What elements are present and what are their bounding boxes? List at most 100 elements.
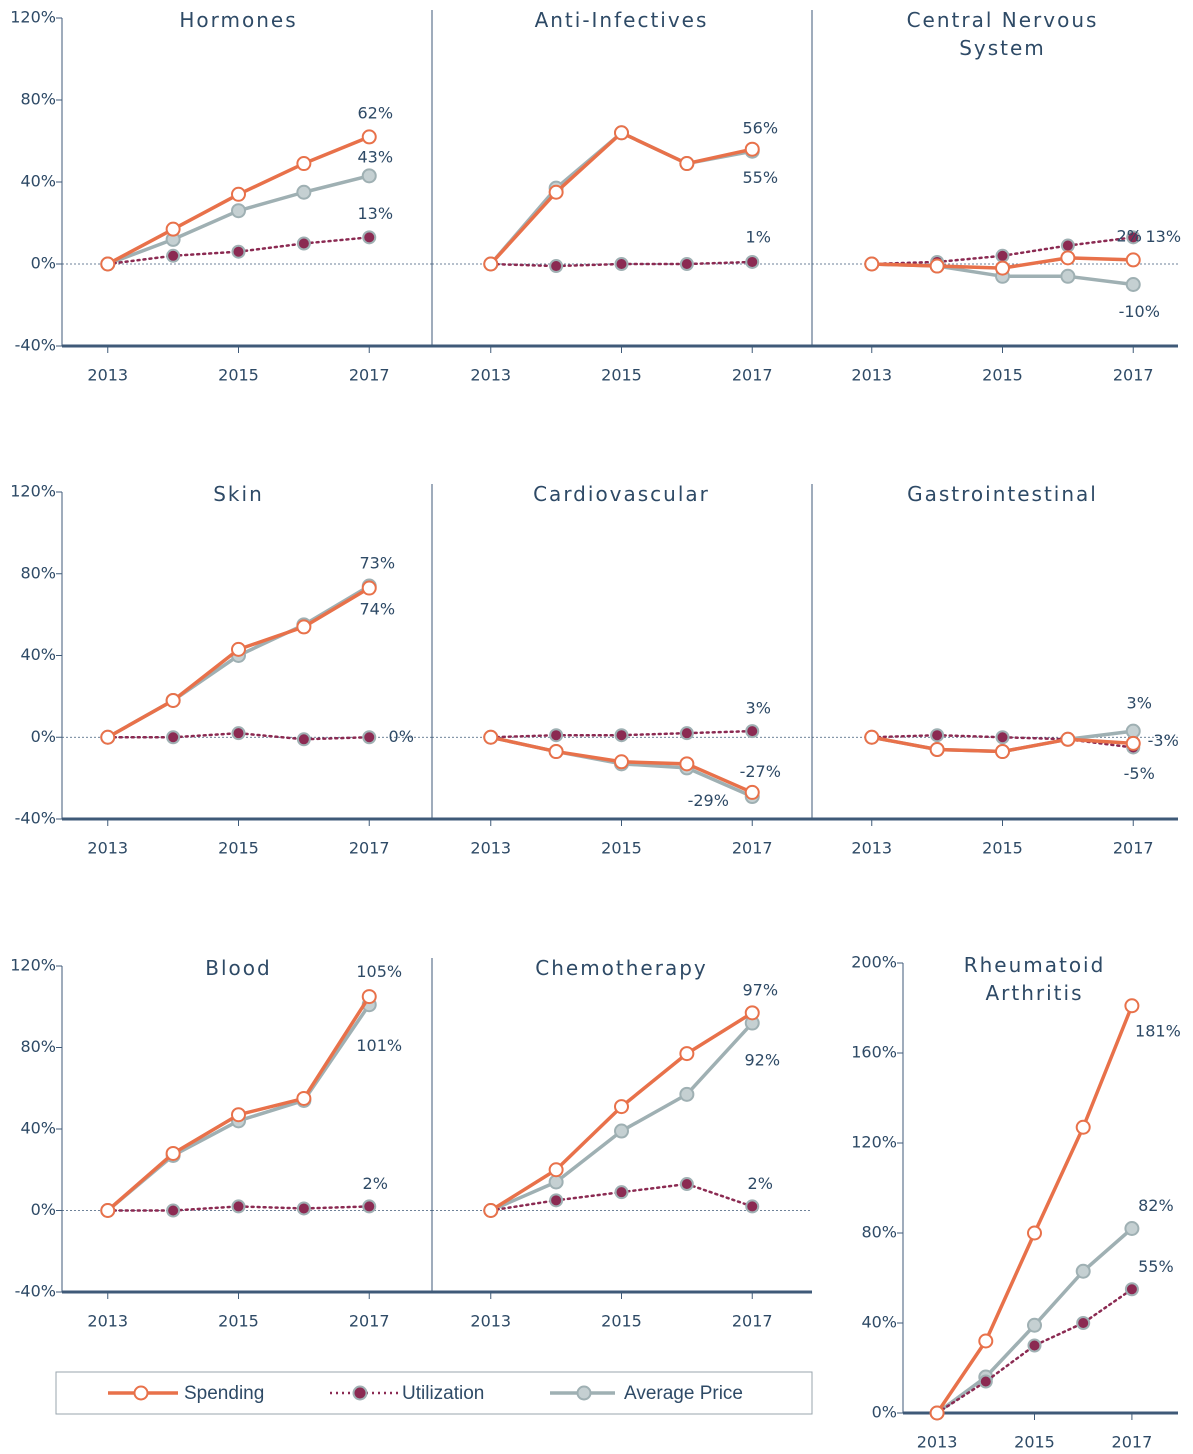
value-label: 56%: [742, 119, 778, 138]
x-tick-label: 2013: [470, 1312, 511, 1331]
series-marker: [1060, 731, 1076, 747]
series-marker: [483, 256, 499, 272]
series-marker: [231, 186, 246, 202]
series-marker: [745, 724, 760, 739]
value-label: 1%: [746, 227, 771, 246]
series-marker: [362, 230, 377, 245]
value-label: 73%: [359, 554, 395, 573]
series-marker: [995, 744, 1010, 760]
value-label: 55%: [742, 168, 778, 187]
panel-title: Central Nervous System: [906, 8, 1099, 60]
x-tick-label: 2013: [917, 1433, 958, 1452]
x-tick-label: 2017: [1113, 839, 1154, 858]
series-marker: [165, 221, 181, 237]
panel-title: Rheumatoid Arthritis: [963, 953, 1106, 1005]
series-marker: [1125, 723, 1141, 739]
series-marker: [1075, 1119, 1091, 1135]
series-marker: [483, 729, 499, 745]
series-marker: [1125, 735, 1141, 751]
series-marker: [864, 729, 880, 745]
panel-title: Skin: [213, 482, 264, 506]
value-label: 105%: [356, 962, 402, 981]
x-tick-label: 2015: [982, 366, 1023, 385]
x-tick-label: 2013: [470, 839, 511, 858]
x-tick-label: 2015: [218, 839, 259, 858]
x-tick-label: 2013: [87, 366, 128, 385]
series-marker: [614, 728, 629, 743]
value-label: -10%: [1119, 302, 1160, 321]
y-tick-label: 40%: [861, 1313, 897, 1332]
value-label: 2%: [363, 1174, 388, 1193]
y-tick-label: 0%: [872, 1403, 897, 1422]
series-marker: [166, 248, 181, 263]
legend-box: [55, 1371, 813, 1415]
series-marker: [296, 156, 312, 172]
series-marker: [614, 125, 629, 141]
panel-title: Gastrointestinal: [907, 482, 1098, 506]
y-tick-label: 200%: [851, 953, 897, 972]
y-tick-label: 40%: [20, 1119, 56, 1138]
y-tick-label: 0%: [31, 254, 56, 273]
series-marker: [231, 203, 246, 219]
value-label: 97%: [742, 980, 778, 999]
series-line: [935, 1288, 1134, 1415]
value-label: 74%: [359, 600, 395, 619]
series-marker: [744, 1005, 760, 1021]
series-marker: [362, 1199, 377, 1214]
y-tick-label: 80%: [20, 1037, 56, 1056]
series-marker: [978, 1333, 994, 1349]
series-marker: [1027, 1338, 1042, 1353]
value-label: 181%: [1135, 1021, 1181, 1040]
x-tick-label: 2017: [349, 366, 390, 385]
x-tick-label: 2013: [470, 366, 511, 385]
y-tick-label: 160%: [851, 1043, 897, 1062]
series-marker: [166, 730, 181, 745]
series-marker: [995, 260, 1010, 276]
series-marker: [296, 184, 312, 200]
series-marker: [483, 1203, 499, 1218]
series-marker: [296, 619, 312, 635]
y-tick-label: 120%: [10, 482, 56, 501]
x-tick-label: 2017: [732, 1312, 773, 1331]
y-tick-label: 0%: [31, 1200, 56, 1219]
y-tick-label: 120%: [851, 1133, 897, 1152]
x-tick-label: 2017: [732, 366, 773, 385]
series-line: [489, 1021, 754, 1213]
series-marker: [614, 257, 629, 271]
y-tick-label: 80%: [20, 90, 56, 109]
panel-title: Blood: [205, 956, 272, 980]
series-marker: [296, 236, 311, 251]
y-tick-label: 80%: [861, 1223, 897, 1242]
x-tick-label: 2017: [1113, 366, 1154, 385]
legend-label: Average Price: [624, 1383, 743, 1404]
y-tick-label: 40%: [20, 645, 56, 664]
series-marker: [100, 729, 116, 745]
x-tick-label: 2017: [1112, 1433, 1153, 1452]
series-marker: [362, 730, 377, 745]
series-marker: [231, 641, 246, 657]
legend-marker: [352, 1385, 368, 1401]
x-tick-label: 2013: [87, 839, 128, 858]
series-marker: [1060, 250, 1076, 266]
y-tick-label: -40%: [15, 809, 56, 828]
series-marker: [1075, 1263, 1091, 1279]
x-tick-label: 2015: [601, 1312, 642, 1331]
x-tick-label: 2015: [218, 366, 259, 385]
x-tick-label: 2017: [349, 839, 390, 858]
x-tick-label: 2013: [851, 839, 892, 858]
panel-title: Anti-Infectives: [534, 8, 709, 32]
series-marker: [296, 732, 311, 747]
value-label: 82%: [1138, 1196, 1174, 1215]
series-marker: [929, 258, 945, 274]
panel-title: Chemotherapy: [535, 956, 708, 980]
series-marker: [100, 1203, 116, 1218]
series-marker: [679, 726, 694, 741]
series-marker: [614, 1123, 629, 1139]
legend-label: Utilization: [402, 1383, 484, 1404]
series-marker: [745, 254, 760, 269]
series-marker: [1060, 268, 1076, 284]
series-marker: [361, 580, 377, 596]
x-tick-label: 2015: [601, 366, 642, 385]
series-marker: [679, 257, 694, 271]
